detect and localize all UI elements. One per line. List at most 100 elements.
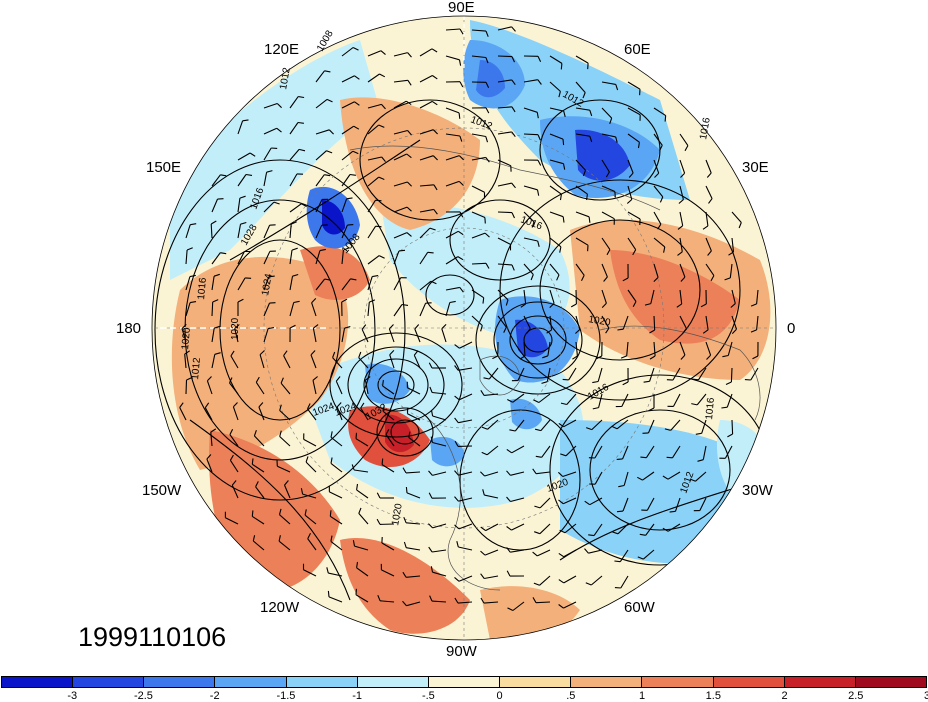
wind-barb (679, 315, 687, 329)
wind-barb (539, 575, 551, 586)
lon-label-120e: 120E (264, 41, 300, 58)
wind-barb (380, 600, 395, 603)
wind-barb (419, 75, 433, 83)
wind-barb (650, 289, 655, 304)
wind-barb-feather (220, 252, 227, 255)
wind-barb-feather (459, 135, 463, 142)
wind-barb-feather (530, 274, 534, 281)
wind-barb-feather (190, 223, 197, 226)
wind-barb (679, 237, 683, 252)
wind-barb (229, 434, 239, 447)
wind-barb (419, 302, 427, 317)
wind-barb (497, 237, 511, 245)
wind-barb (315, 224, 323, 239)
wind-barb (393, 206, 408, 213)
wind-barb-feather (511, 106, 516, 113)
wind-barb-feather (405, 100, 412, 106)
wind-barb-feather (380, 50, 386, 56)
wind-barb-feather (375, 199, 382, 202)
wind-barb (549, 133, 564, 140)
wind-barb-feather (585, 582, 592, 586)
wind-barb (616, 419, 629, 430)
wind-barb (731, 419, 734, 435)
wind-barb (575, 159, 586, 171)
wind-barb (330, 436, 343, 447)
wind-barb (311, 302, 317, 317)
wind-barb-feather (511, 131, 516, 138)
wind-barb (549, 185, 562, 195)
colorbar-tick-label: -2 (209, 690, 220, 702)
wind-barb-feather (349, 173, 356, 176)
contour-label: 1024 (260, 272, 275, 296)
anomaly-region (340, 538, 470, 634)
wind-barb-feather (560, 453, 567, 457)
wind-barb (731, 237, 735, 252)
wind-barb-feather (680, 354, 686, 360)
wind-barb (414, 328, 421, 343)
wind-barb-feather (354, 75, 360, 80)
wind-barb-feather (268, 275, 275, 278)
wind-barb-feather (648, 407, 655, 412)
wind-barb-feather (691, 403, 698, 406)
wind-barb (575, 211, 590, 218)
wind-barb (645, 523, 655, 536)
wind-barb (237, 277, 246, 291)
wind-barb (679, 289, 683, 304)
wind-barb-feather (454, 496, 459, 502)
wind-barb (237, 251, 245, 265)
wind-barb (354, 545, 369, 551)
wind-barb (254, 435, 265, 447)
wind-barb (406, 522, 421, 525)
wind-barb-feather (293, 300, 300, 304)
wind-barb-feather (615, 136, 618, 143)
wind-barb-feather (352, 47, 359, 51)
wind-barb-feather (356, 561, 359, 568)
wind-barb (653, 237, 666, 248)
wind-barb (229, 382, 239, 395)
wind-barb-feather (240, 221, 247, 225)
wind-barb-feather (273, 201, 280, 205)
wind-barb-feather (251, 510, 254, 517)
wind-barb (393, 232, 408, 239)
wind-barb (497, 182, 512, 187)
wind-barb (705, 263, 715, 276)
wind-barb (674, 497, 681, 512)
wind-barb (705, 211, 709, 226)
wind-barb-feather (324, 70, 331, 73)
wind-barb (388, 328, 395, 343)
wind-barb-feather (588, 216, 591, 223)
wind-barb-feather (335, 376, 341, 382)
wind-barb-feather (343, 247, 350, 251)
wind-barb (315, 199, 323, 213)
wind-barb-feather (588, 534, 595, 537)
wind-barb (393, 129, 408, 135)
wind-barb (649, 367, 655, 382)
wind-barb-feather (492, 355, 499, 360)
wind-barb-feather (559, 529, 566, 534)
wind-barb (355, 438, 369, 447)
wind-barb (263, 328, 269, 343)
wind-barb-feather (346, 197, 353, 200)
wind-barb (312, 328, 317, 343)
wind-barb-feather (253, 430, 257, 437)
wind-barb-feather (213, 273, 220, 277)
contour-label: 1020 (180, 327, 193, 351)
wind-barb (328, 596, 343, 603)
wind-barb (471, 211, 486, 219)
wind-barb-feather (376, 492, 381, 499)
wind-barb-feather (433, 184, 438, 191)
wind-barb (622, 315, 629, 330)
wind-barb-feather (559, 246, 562, 253)
wind-barb-feather (311, 298, 317, 304)
wind-barb (568, 367, 577, 381)
wind-barb (756, 289, 759, 304)
colorbar-segment (73, 677, 145, 687)
wind-barb (575, 263, 585, 276)
wind-barb (406, 601, 421, 607)
wind-barb (184, 354, 187, 369)
wind-barb-feather (664, 428, 671, 431)
wind-barb (408, 437, 421, 447)
wind-barb-feather (680, 276, 686, 282)
wind-barb-feather (307, 533, 311, 539)
wind-barb (563, 601, 577, 609)
